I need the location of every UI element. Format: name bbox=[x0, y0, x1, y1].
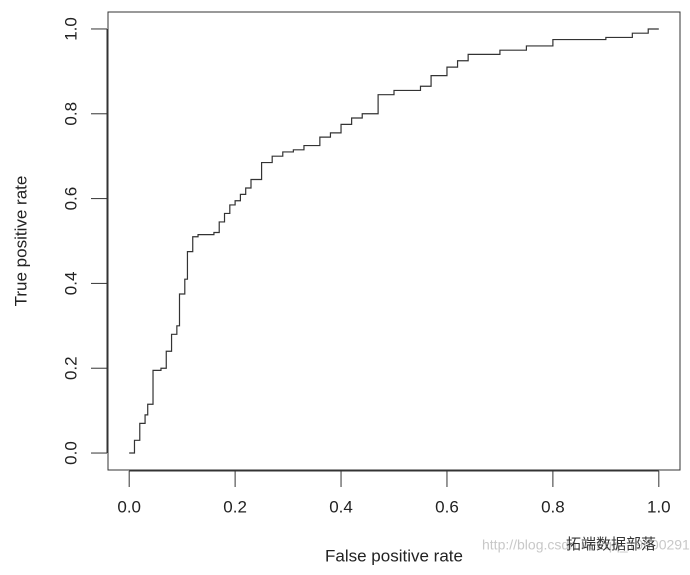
plot-box bbox=[107, 11, 681, 471]
x-tick-label: 0.4 bbox=[329, 497, 353, 516]
x-tick-label: 0.0 bbox=[117, 497, 141, 516]
y-tick-label: 1.0 bbox=[61, 17, 80, 41]
y-tick-label: 0.0 bbox=[61, 441, 80, 465]
x-tick-label: 1.0 bbox=[647, 497, 671, 516]
watermark-url: http://blog.csdn.net/qq_19600291 bbox=[482, 537, 690, 553]
y-tick-label: 0.6 bbox=[61, 187, 80, 211]
y-axis-label: True positive rate bbox=[11, 176, 30, 307]
y-tick-label: 0.8 bbox=[61, 102, 80, 126]
y-tick-label: 0.2 bbox=[61, 356, 80, 380]
x-tick-label: 0.6 bbox=[435, 497, 459, 516]
y-tick-label: 0.4 bbox=[61, 272, 80, 296]
x-tick-label: 0.8 bbox=[541, 497, 565, 516]
roc-curve bbox=[129, 28, 659, 454]
watermark-brand: 拓端数据部落 bbox=[566, 536, 656, 553]
x-axis-label: False positive rate bbox=[325, 546, 463, 565]
x-tick-label: 0.2 bbox=[223, 497, 247, 516]
